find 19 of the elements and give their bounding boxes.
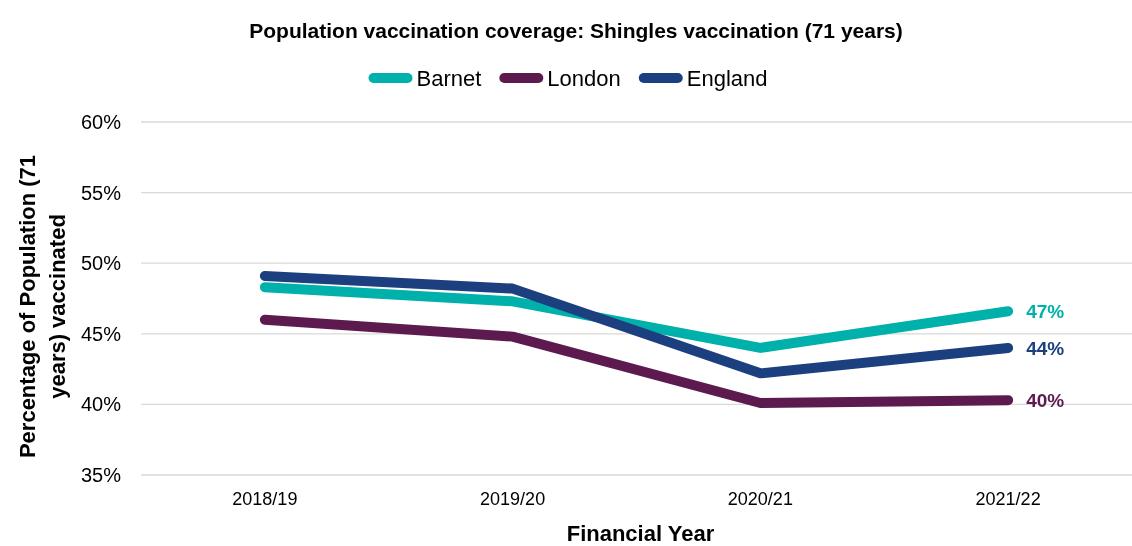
y-tick-label: 60% xyxy=(80,111,122,133)
x-tick-label: 2019/20 xyxy=(480,489,546,509)
x-tick-label: 2018/19 xyxy=(232,489,298,509)
x-tick-label: 2021/22 xyxy=(975,489,1041,509)
data-label: 40% xyxy=(1026,390,1065,412)
y-tick-label: 45% xyxy=(80,322,122,345)
y-tick-label: 50% xyxy=(80,252,122,275)
y-axis-title: Percentage of Population (71 years) vaccinated xyxy=(15,154,70,459)
x-tick-label: 2020/21 xyxy=(727,489,793,509)
y-tick-label: 35% xyxy=(80,464,122,486)
legend-label: Barnet xyxy=(416,66,482,91)
data-label: 44% xyxy=(1026,337,1065,359)
x-axis-title: Financial Year xyxy=(566,521,715,546)
y-tick-label: 40% xyxy=(80,393,122,416)
chart-title: Population vaccination coverage: Shingles vaccination (71 years) xyxy=(249,19,903,42)
legend-label: London xyxy=(547,66,621,91)
y-tick-label: 55% xyxy=(80,181,122,204)
data-label: 47% xyxy=(1026,301,1065,323)
legend-label: England xyxy=(686,66,768,91)
